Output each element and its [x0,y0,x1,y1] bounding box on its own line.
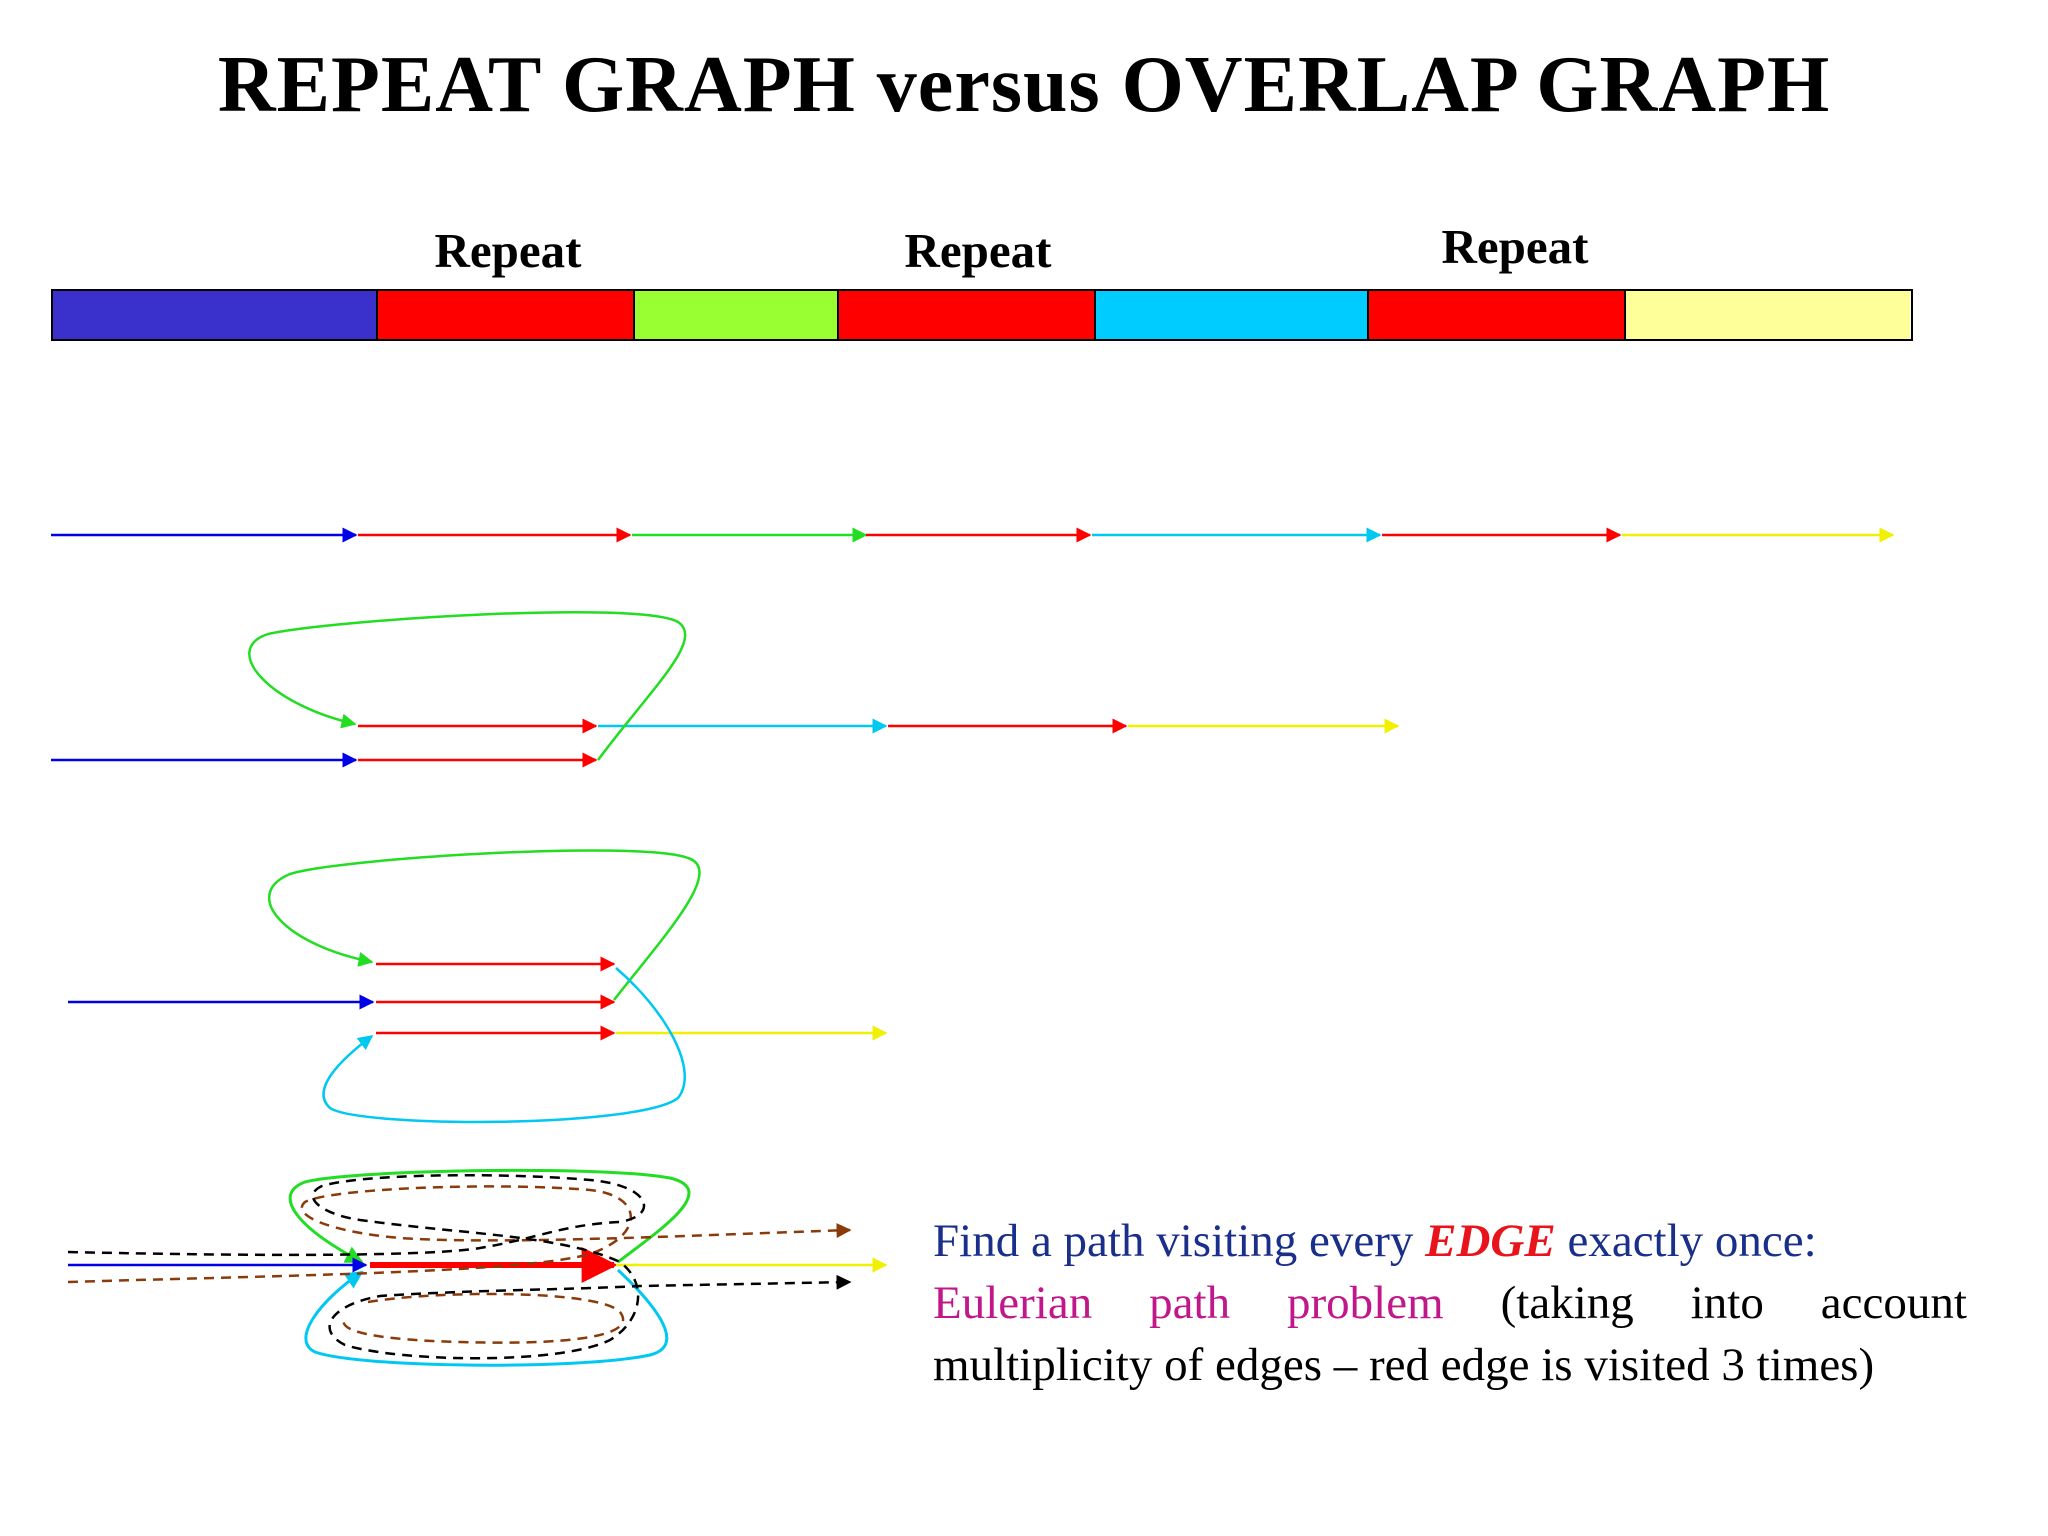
genome-segment-repeat-3 [1369,291,1626,339]
edge-cyan-loop [322,967,686,1124]
path-black-dashed [67,1173,852,1360]
genome-bar [51,289,1913,341]
repeat-label-2: Repeat [904,223,1052,278]
edge-cyan-loop [304,1268,669,1367]
edge-green-loop [288,1168,691,1264]
eulerian-path [67,1168,888,1367]
caption-line-2: Eulerian path problem (taking into accou… [933,1272,1967,1334]
genome-segment-repeat-1 [378,291,635,339]
edge-green-loop [248,610,687,761]
genome-segment-blue [53,291,378,339]
caption-word: Eulerian [933,1277,1093,1329]
repeat-graph [68,849,888,1124]
partial-repeat-graph [51,610,1400,768]
caption-line-3: multiplicity of edges – red edge is visi… [933,1339,1875,1391]
caption-word: account [1820,1277,1967,1329]
caption-word: path [1149,1277,1231,1329]
genome-segment-green [635,291,839,339]
genome-segment-yellow [1626,291,1910,339]
caption-edge-word: EDGE [1425,1215,1556,1267]
caption: Find a path visiting every EDGE exactly … [933,1210,1967,1396]
caption-line-1: Find a path visiting every EDGE exactly … [933,1210,1967,1272]
slide-title: REPEAT GRAPH versus OVERLAP GRAPH [217,41,1831,129]
caption-word: (taking [1500,1277,1634,1329]
repeat-label-3: Repeat [1441,219,1589,274]
caption-line-1-start: Find a path visiting every [933,1215,1426,1267]
genome-segment-cyan [1096,291,1369,339]
caption-word: into [1690,1277,1764,1329]
genome-segment-repeat-2 [839,291,1096,339]
caption-line-1-end: exactly once: [1555,1215,1817,1267]
caption-word: problem [1287,1277,1444,1329]
repeat-label-1: Repeat [434,223,582,278]
path-brown-dashed-lower [342,1292,625,1344]
edge-green-loop [268,849,701,1001]
